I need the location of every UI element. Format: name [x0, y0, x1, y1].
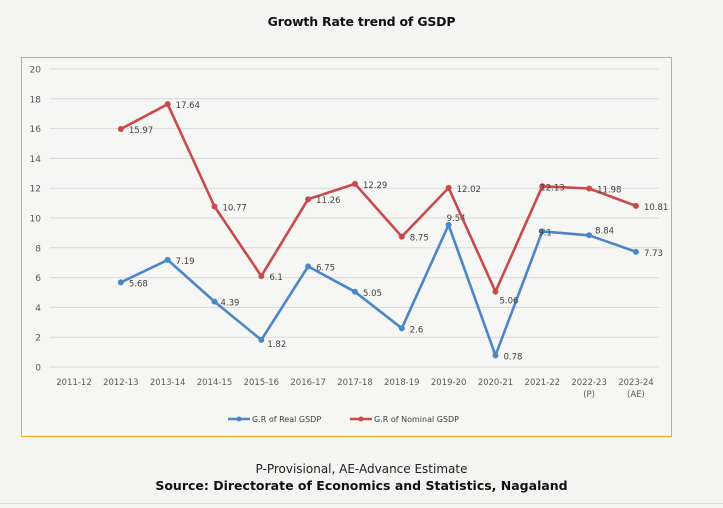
data-label: 1.82: [267, 340, 286, 350]
data-point: [117, 126, 124, 133]
data-point: [445, 221, 452, 228]
data-label: 17.64: [176, 101, 200, 111]
data-point: [632, 202, 639, 209]
chart-frame: [21, 57, 672, 437]
data-point: [117, 279, 124, 286]
x-tick-label: 2016-17: [290, 378, 326, 388]
data-label: 7.19: [176, 257, 195, 267]
x-tick-label: (P): [583, 390, 595, 400]
y-tick-label: 12: [30, 185, 41, 195]
data-point: [632, 248, 639, 255]
y-tick-label: 6: [35, 274, 41, 284]
data-label: 11.26: [316, 196, 340, 206]
x-tick-label: 2015-16: [244, 378, 280, 388]
data-label: 0.78: [503, 352, 522, 362]
data-point: [258, 273, 265, 280]
y-tick-label: 16: [30, 125, 42, 135]
data-label: 4.39: [220, 299, 239, 309]
y-tick-label: 0: [35, 364, 41, 374]
data-point: [539, 183, 546, 190]
chart-title: Growth Rate trend of GSDP: [267, 14, 456, 29]
x-tick-label: 2021-22: [525, 378, 561, 388]
y-tick-label: 14: [30, 155, 42, 165]
x-tick-label: 2011-12: [56, 378, 92, 388]
data-point: [586, 232, 593, 239]
data-point: [164, 256, 171, 263]
data-point: [258, 336, 265, 343]
data-point: [164, 101, 171, 108]
series-line: [120, 223, 637, 357]
data-label: 9.54: [447, 214, 466, 224]
y-tick-label: 18: [30, 95, 42, 105]
legend-label: G.R of Real GSDP: [252, 415, 321, 424]
data-label: 5.05: [363, 289, 382, 299]
data-point: [211, 298, 218, 305]
data-label: 10.81: [644, 203, 668, 213]
data-label: 6.75: [316, 263, 335, 273]
data-label: 10.77: [222, 204, 246, 214]
x-tick-label: (AE): [627, 390, 645, 400]
x-tick-label: 2023-24: [618, 378, 654, 388]
x-tick-label: 2019-20: [431, 378, 467, 388]
divider: [0, 503, 723, 504]
footnote: P-Provisional, AE-Advance Estimate: [255, 462, 468, 476]
data-label: 15.97: [129, 126, 153, 136]
x-tick-label: 2022-23: [571, 378, 607, 388]
y-tick-label: 4: [35, 304, 41, 314]
x-tick-label: 2018-19: [384, 378, 420, 388]
legend-marker: [236, 416, 242, 422]
x-tick-label: 2014-15: [197, 378, 233, 388]
data-point: [305, 196, 312, 203]
data-point: [305, 263, 312, 270]
data-label: 8.75: [410, 234, 429, 244]
x-tick-label: 2020-21: [478, 378, 514, 388]
y-tick-label: 2: [35, 334, 41, 344]
y-tick-label: 8: [35, 244, 41, 254]
data-point: [351, 180, 358, 187]
data-label: 5.06: [499, 297, 518, 307]
data-point: [211, 203, 218, 210]
legend-label: G.R of Nominal GSDP: [374, 415, 459, 424]
data-label: 7.73: [644, 249, 663, 259]
data-point: [586, 185, 593, 192]
x-tick-label: 2012-13: [103, 378, 139, 388]
data-point: [398, 325, 405, 332]
data-label: 9.1: [538, 228, 552, 238]
series-line: [120, 102, 637, 293]
data-point: [539, 228, 546, 235]
source-note: Source: Directorate of Economics and Sta…: [155, 478, 568, 493]
data-point: [492, 352, 499, 359]
data-point: [398, 233, 405, 240]
data-label: 11.98: [597, 185, 621, 195]
y-tick-label: 20: [30, 66, 42, 76]
data-label: 2.6: [410, 325, 424, 335]
data-point: [492, 288, 499, 295]
data-label: 12.29: [363, 181, 387, 191]
data-label: 8.84: [595, 226, 614, 236]
data-label: 12.02: [457, 185, 481, 195]
data-label: 5.68: [129, 279, 148, 289]
data-point: [351, 288, 358, 295]
x-tick-label: 2013-14: [150, 378, 186, 388]
x-tick-label: 2017-18: [337, 378, 373, 388]
y-tick-label: 10: [30, 215, 42, 225]
data-label: 6.1: [269, 273, 283, 283]
data-point: [445, 184, 452, 191]
data-label: 12.13: [540, 183, 564, 193]
legend-marker: [358, 416, 364, 422]
